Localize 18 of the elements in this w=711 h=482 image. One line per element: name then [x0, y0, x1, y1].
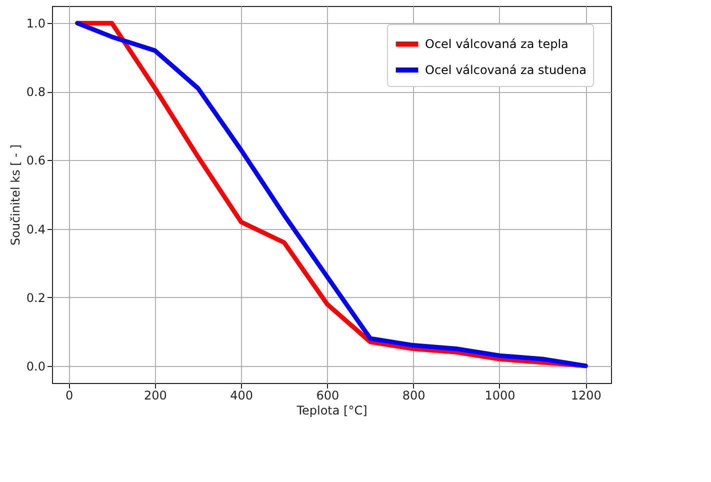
x-tick-label: 1200	[570, 388, 602, 402]
legend-label: Ocel válcovaná za studena	[425, 63, 587, 77]
y-axis-title: Součinitel ks [ - ]	[8, 144, 22, 246]
line-series	[75, 20, 588, 368]
y-tick-label: 0.6	[26, 154, 46, 168]
y-tick-label: 0.4	[26, 222, 46, 236]
x-tick-label: 1000	[484, 388, 516, 402]
y-tick-label: 0.0	[26, 359, 46, 374]
legend-label: Ocel válcovaná za tepla	[425, 37, 568, 51]
y-tick-label: 1.0	[26, 16, 46, 31]
x-tick-label: 0	[65, 388, 74, 402]
x-tick-label: 600	[316, 388, 340, 402]
x-axis-title: Teplota [°C]	[296, 404, 368, 418]
y-tick-label: 0.2	[26, 290, 46, 305]
y-tick-label: 0.8	[26, 85, 46, 100]
x-tick-label: 800	[402, 388, 426, 402]
x-tick-label: 200	[144, 388, 167, 402]
x-tick-label: 400	[230, 388, 254, 402]
